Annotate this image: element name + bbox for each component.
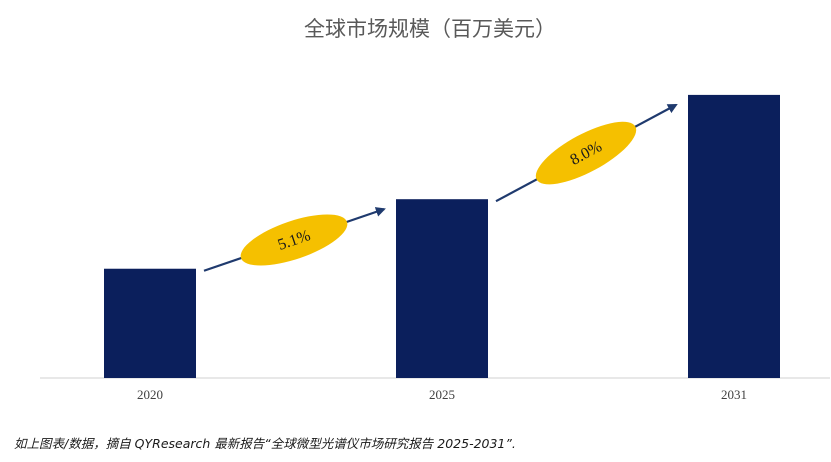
growth-arrows-group: 5.1%8.0% — [203, 103, 678, 272]
bar-2025 — [396, 199, 488, 378]
x-tick-labels-group: 2020 2025 2031 — [137, 387, 747, 402]
bars-group — [104, 94, 780, 379]
source-caption: 如上图表/数据，摘自 QYResearch 最新报告“全球微型光谱仪市场研究报告… — [14, 436, 516, 451]
x-tick-label-2031: 2031 — [721, 387, 747, 402]
growth-badge-2020-2025 — [240, 214, 348, 266]
x-tick-label-2020: 2020 — [137, 387, 163, 402]
bar-2020 — [104, 268, 196, 378]
x-tick-label-2025: 2025 — [429, 387, 455, 402]
bar-2031 — [688, 94, 780, 379]
chart-title: 全球市场规模（百万美元） — [304, 17, 556, 41]
chart: 全球市场规模（百万美元） 5.1%8.0% 2020 2025 2031 — [40, 17, 830, 402]
growth-badge-2025-2031 — [535, 121, 637, 185]
